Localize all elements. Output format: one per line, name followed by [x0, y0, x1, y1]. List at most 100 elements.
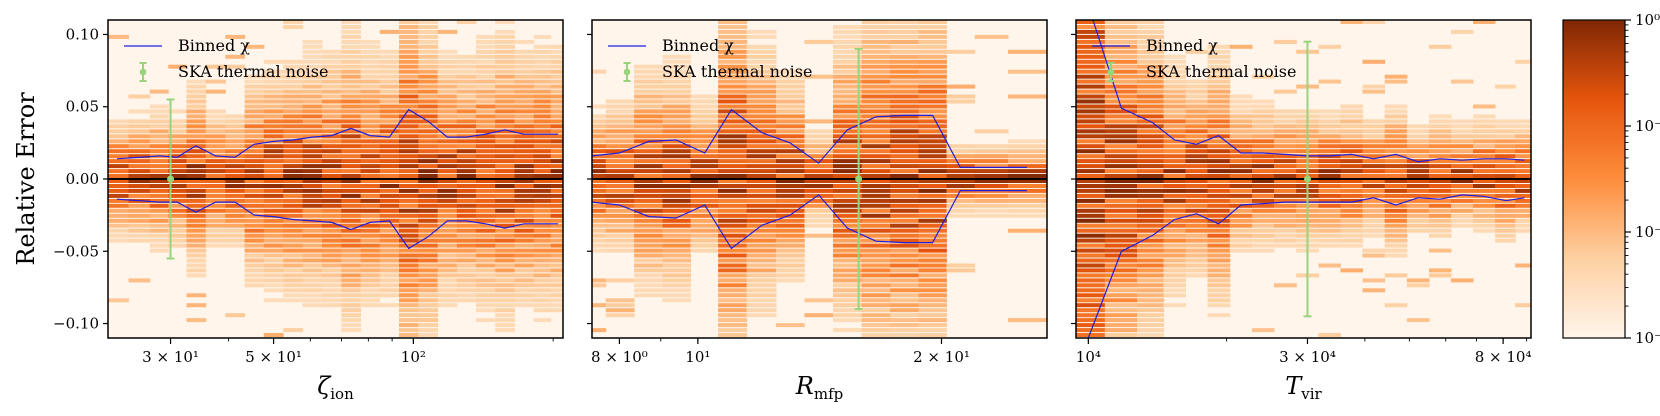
heatmap-cell	[456, 104, 477, 109]
heatmap-cell	[263, 248, 284, 253]
heatmap-cell	[225, 193, 246, 198]
heatmap-cell	[1137, 54, 1165, 59]
heatmap-cell	[1137, 318, 1165, 323]
heatmap-cell	[437, 114, 458, 119]
heatmap-cell	[550, 218, 563, 223]
heatmap-cell	[1076, 203, 1106, 208]
heatmap-cell	[1076, 104, 1106, 109]
heatmap-cell	[776, 149, 805, 154]
heatmap-cell	[1163, 208, 1186, 213]
heatmap-cell	[605, 99, 635, 104]
heatmap-cell	[592, 124, 607, 129]
heatmap-cell	[918, 89, 947, 94]
heatmap-cell	[550, 119, 563, 124]
heatmap-cell	[1429, 164, 1452, 169]
heatmap-cell	[399, 238, 419, 243]
heatmap-cell	[533, 184, 552, 188]
heatmap-cell	[186, 198, 207, 203]
heatmap-cell	[1252, 328, 1275, 333]
heatmap-cell	[1406, 228, 1430, 233]
heatmap-cell	[302, 109, 323, 114]
heatmap-cell	[946, 154, 976, 159]
heatmap-cell	[1318, 203, 1341, 208]
heatmap-cell	[890, 243, 919, 248]
heatmap-cell	[1163, 253, 1186, 258]
heatmap-cell	[605, 104, 635, 109]
heatmap-cell	[1406, 278, 1430, 283]
heatmap-cell	[1384, 124, 1408, 129]
heatmap-cell	[1362, 89, 1386, 94]
heatmap-cell	[495, 253, 515, 258]
heatmap-cell	[205, 149, 226, 154]
heatmap-cell	[399, 298, 419, 303]
heatmap-cell	[399, 253, 419, 258]
heatmap-cell	[974, 169, 1009, 174]
heatmap-cell	[128, 139, 151, 144]
heatmap-cell	[283, 223, 304, 228]
heatmap-cell	[890, 59, 919, 64]
heatmap-cell	[533, 59, 552, 64]
x-axis-label: Rmfp	[795, 372, 843, 403]
heatmap-cell	[662, 124, 691, 129]
heatmap-cell	[168, 238, 187, 243]
heatmap-cell	[1429, 188, 1452, 193]
heatmap-cell	[108, 34, 129, 39]
heatmap-cell	[514, 134, 535, 139]
heatmap-cell	[379, 109, 400, 114]
heatmap-cell	[533, 248, 552, 253]
heatmap-cell	[418, 144, 439, 149]
heatmap-cell	[1185, 208, 1208, 213]
heatmap-cell	[690, 159, 719, 164]
heatmap-cell	[399, 129, 419, 134]
x-tick-label: 3 × 10⁴	[1279, 348, 1336, 366]
heatmap-cell	[1229, 104, 1253, 109]
heatmap-cell	[746, 258, 777, 263]
heatmap-cell	[746, 139, 777, 144]
x-axis-label: Tvir	[1285, 372, 1322, 403]
heatmap-cell	[833, 29, 863, 34]
heatmap-cell	[302, 208, 323, 213]
heatmap-cell	[263, 134, 284, 139]
heatmap-cell	[634, 228, 663, 233]
heatmap-cell	[861, 139, 891, 144]
heatmap-cell	[550, 213, 563, 218]
heatmap-cell	[746, 243, 777, 248]
heatmap-cell	[861, 313, 891, 318]
heatmap-cell	[861, 218, 891, 223]
heatmap-cell	[263, 159, 284, 164]
heatmap-cell	[1104, 169, 1138, 174]
heatmap-cell	[918, 154, 947, 159]
heatmap-cell	[776, 268, 805, 273]
heatmap-cell	[974, 198, 1009, 203]
heatmap-cell	[341, 54, 361, 59]
heatmap-cell	[746, 198, 777, 203]
heatmap-cell	[662, 119, 691, 124]
heatmap-cell	[833, 308, 863, 313]
heatmap-cell	[1163, 268, 1186, 273]
heatmap-cell	[360, 203, 381, 208]
heatmap-cell	[1008, 174, 1047, 178]
heatmap-cell	[418, 124, 439, 129]
heatmap-cell	[1451, 203, 1474, 208]
heatmap-cell	[634, 89, 663, 94]
heatmap-cell	[379, 94, 400, 99]
heatmap-cell	[1104, 89, 1138, 94]
heatmap-cell	[1076, 333, 1106, 337]
heatmap-cell	[1515, 223, 1531, 228]
heatmap-cell	[495, 243, 515, 248]
heatmap-cell	[1163, 198, 1186, 203]
heatmap-cell	[379, 303, 400, 308]
x-tick-label: 2 × 10¹	[913, 348, 970, 366]
heatmap-cell	[514, 84, 535, 89]
heatmap-cell	[379, 258, 400, 263]
heatmap-cell	[205, 174, 226, 178]
heatmap-cell	[662, 184, 691, 188]
heatmap-cell	[437, 69, 458, 74]
colorbar-tick-label: 10⁻³	[1635, 329, 1660, 347]
heatmap-cell	[746, 29, 777, 34]
heatmap-cell	[918, 20, 947, 24]
heatmap-cell	[1076, 89, 1106, 94]
heatmap-cell	[399, 213, 419, 218]
heatmap-cell	[283, 119, 304, 124]
